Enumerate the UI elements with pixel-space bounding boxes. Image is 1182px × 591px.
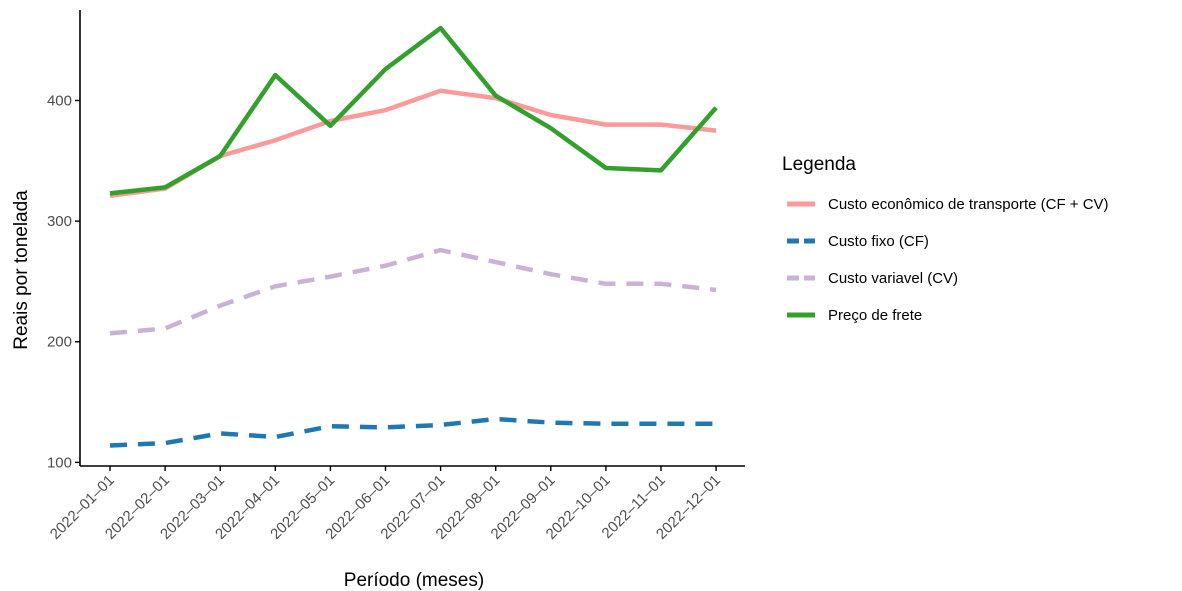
y-tick-label: 400 <box>47 92 72 109</box>
series-line <box>109 88 717 199</box>
legend-item: Custo variavel (CV) <box>787 270 958 287</box>
legend-item: Preço de frete <box>787 307 922 324</box>
axes <box>79 10 745 467</box>
legend-label: Custo variavel (CV) <box>828 270 958 287</box>
series-line <box>109 416 717 448</box>
legend-items: Custo econômico de transporte (CF + CV) C… <box>787 196 1109 324</box>
legend-label: Preço de frete <box>828 307 922 324</box>
x-axis-title: Período (meses) <box>344 570 484 591</box>
legend-label: Custo fixo (CF) <box>828 233 929 250</box>
series-layer <box>109 25 718 448</box>
y-axis-title: Reais por tonelada <box>11 190 32 350</box>
legend-label: Custo econômico de transporte (CF + CV) <box>828 196 1109 213</box>
legend-item: Custo fixo (CF) <box>787 233 929 250</box>
legend-title: Legenda <box>782 154 856 175</box>
y-tick-label: 100 <box>47 454 72 471</box>
y-tick-label: 300 <box>47 213 72 230</box>
y-ticks: 100 200 300 400 <box>47 92 80 471</box>
legend-item: Custo econômico de transporte (CF + CV) <box>787 196 1109 213</box>
legend: Legenda Custo econômico de transporte (C… <box>782 154 1109 324</box>
series-line <box>109 247 717 336</box>
series-line <box>109 25 718 196</box>
y-tick-label: 200 <box>47 334 72 351</box>
x-ticks: 2022–01–012022–02–012022–03–012022–04–01… <box>47 466 724 543</box>
